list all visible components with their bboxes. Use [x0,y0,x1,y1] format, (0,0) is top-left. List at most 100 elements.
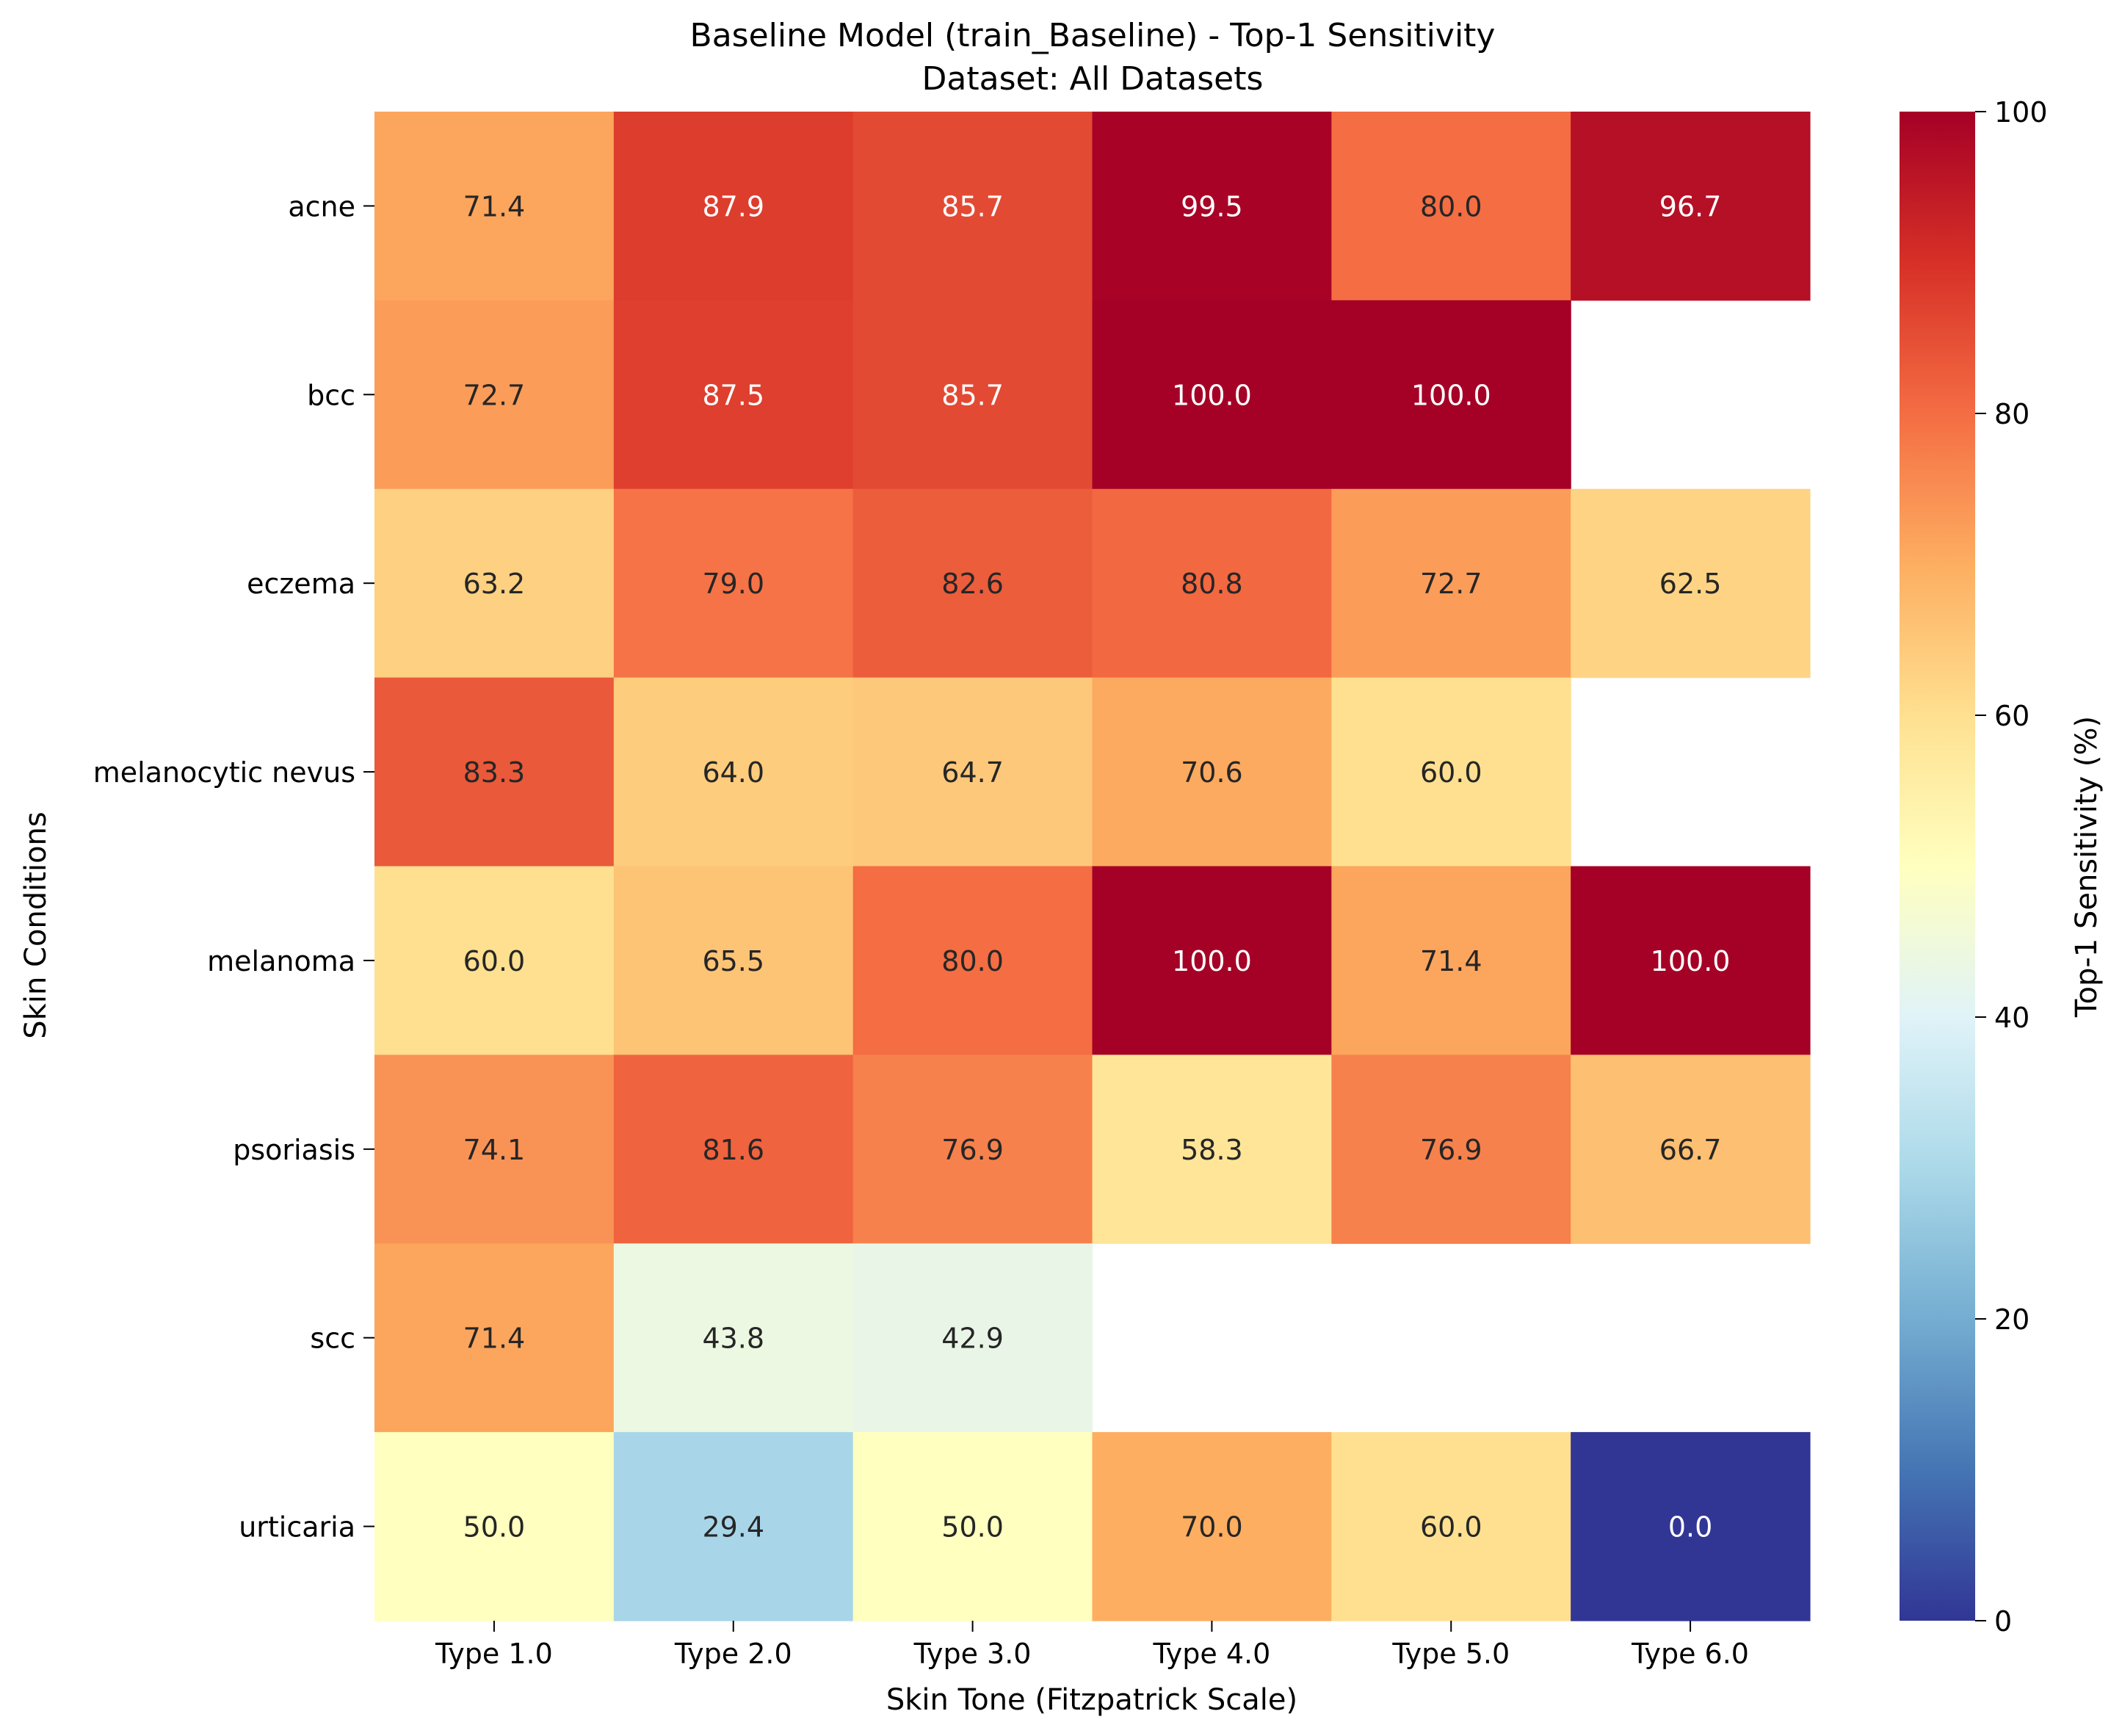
heatmap-cell [852,1243,1093,1433]
cell-value-label: 80.8 [1181,568,1243,600]
heatmap-cell [613,677,854,867]
colorbar-tick-label: 40 [1994,1002,2029,1034]
y-tick-label: urticaria [239,1511,355,1544]
cell-value-label: 76.9 [1420,1134,1482,1166]
heatmap-cell [1092,488,1332,679]
cell-value-label: 62.5 [1659,568,1722,600]
heatmap-cell [1092,300,1332,490]
cell-value-label: 72.7 [1420,568,1482,600]
heatmap-cell [852,300,1093,490]
cell-value-label: 76.9 [941,1134,1004,1166]
cell-value-label: 100.0 [1172,379,1252,411]
y-tick-label: psoriasis [233,1134,355,1166]
heatmap-cell [613,1243,854,1433]
heatmap-cell [1331,112,1571,301]
cell-value-label: 50.0 [941,1511,1004,1544]
cell-value-label: 99.5 [1181,190,1243,223]
heatmap-cell [1092,1432,1332,1621]
cell-value-label: 87.5 [702,379,764,411]
heatmap-cell [374,112,615,301]
colorbar-tick-label: 60 [1994,700,2029,732]
heatmap-cell [1331,300,1571,490]
colorbar-tick-label: 20 [1994,1303,2029,1336]
cell-value-label: 100.0 [1172,945,1252,977]
x-tick-label: Type 5.0 [1391,1638,1510,1670]
heatmap-cell [852,866,1093,1055]
heatmap-cell [1092,1055,1332,1244]
heatmap-cell [613,300,854,490]
cell-value-label: 58.3 [1181,1134,1243,1166]
cell-value-label: 63.2 [463,568,526,600]
cell-value-label: 100.0 [1411,379,1491,411]
x-axis-label: Skin Tone (Fitzpatrick Scale) [886,1683,1297,1717]
heatmap-cell [374,677,615,867]
heatmap-cell [374,1243,615,1433]
cell-value-label: 81.6 [702,1134,764,1166]
heatmap-cell [613,1432,854,1621]
x-tick-label: Type 3.0 [913,1638,1032,1670]
y-tick-label: melanocytic nevus [93,756,355,789]
heatmap-cell [374,488,615,679]
heatmap-cell [613,1055,854,1244]
heatmap-cell [1331,866,1571,1055]
cell-value-label: 29.4 [702,1511,764,1544]
y-tick-label: eczema [247,568,355,600]
heatmap-cell [852,1055,1093,1244]
cell-value-label: 85.7 [941,379,1004,411]
cell-value-label: 0.0 [1668,1511,1712,1544]
cell-value-label: 100.0 [1651,945,1731,977]
cell-value-label: 72.7 [463,379,526,411]
heatmap-cell [613,112,854,301]
colorbar-tick-label: 100 [1994,96,2048,129]
cell-value-label: 79.0 [702,568,764,600]
cell-value-label: 74.1 [463,1134,526,1166]
heatmap-cell [613,488,854,679]
heatmap-cell [852,488,1093,679]
cell-value-label: 50.0 [463,1511,526,1544]
y-axis-label: Skin Conditions [19,811,53,1038]
heatmap-cells: 71.4 87.9 85.7 99.5 80.0 96.7 72.7 87.5 85.7 100.… [374,112,1811,1621]
heatmap-cell [1571,1055,1811,1244]
colorbar [1900,112,1975,1621]
cell-value-label: 70.0 [1181,1511,1243,1544]
x-tick-label: Type 4.0 [1153,1638,1271,1670]
cell-value-label: 80.0 [941,945,1004,977]
x-tick-label: Type 2.0 [674,1638,792,1670]
colorbar-label: Top-1 Sensitivity (%) [2070,716,2104,1018]
x-axis-ticks: Type 1.0 Type 2.0 Type 3.0 Type 4.0 Type 5.0… [435,1621,1749,1670]
chart-subtitle: Dataset: All Datasets [922,60,1264,98]
heatmap-cell [1092,866,1332,1055]
cell-value-label: 71.4 [1420,945,1482,977]
y-tick-label: scc [310,1323,355,1355]
chart-title: Baseline Model (train_Baseline) - Top-1 … [690,17,1496,54]
cell-value-label: 43.8 [702,1323,764,1355]
cell-value-label: 64.0 [702,756,764,789]
cell-value-label: 71.4 [463,1323,526,1355]
heatmap-cell [374,1432,615,1621]
cell-value-label: 64.7 [941,756,1004,789]
x-tick-label: Type 1.0 [435,1638,553,1670]
heatmap-cell [1331,1055,1571,1244]
cell-value-label: 60.0 [1420,1511,1482,1544]
cell-value-label: 70.6 [1181,756,1243,789]
heatmap-cell [374,866,615,1055]
y-tick-label: bcc [307,379,355,411]
heatmap-cell [1571,1432,1811,1621]
heatmap-cell [1331,488,1571,679]
heatmap-cell [374,1055,615,1244]
heatmap-cell [1571,112,1811,301]
heatmap-cell [1571,488,1811,679]
cell-value-label: 96.7 [1659,190,1722,223]
y-tick-label: melanoma [207,945,355,977]
heatmap-cell [613,866,854,1055]
cell-value-label: 66.7 [1659,1134,1722,1166]
cell-value-label: 60.0 [1420,756,1482,789]
heatmap-cell [852,112,1093,301]
cell-value-label: 85.7 [941,190,1004,223]
heatmap-cell [1092,677,1332,867]
y-tick-label: acne [288,190,355,223]
cell-value-label: 42.9 [941,1323,1004,1355]
heatmap-cell [374,300,615,490]
